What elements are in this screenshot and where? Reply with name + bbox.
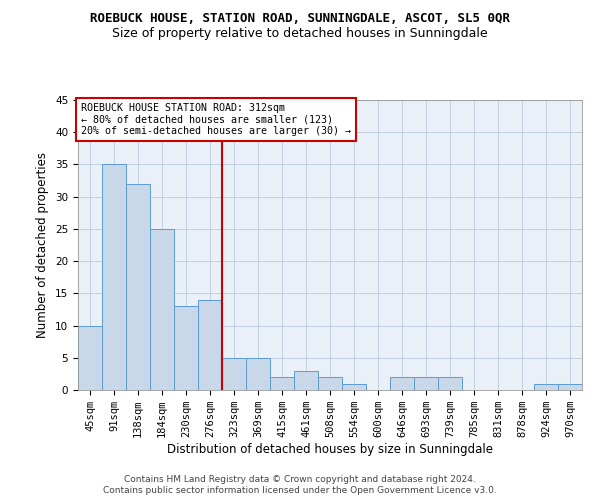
- Text: ROEBUCK HOUSE STATION ROAD: 312sqm
← 80% of detached houses are smaller (123)
20: ROEBUCK HOUSE STATION ROAD: 312sqm ← 80%…: [80, 103, 350, 136]
- Bar: [126, 184, 150, 390]
- Bar: [318, 377, 342, 390]
- Bar: [198, 300, 222, 390]
- X-axis label: Distribution of detached houses by size in Sunningdale: Distribution of detached houses by size …: [167, 443, 493, 456]
- Bar: [78, 326, 102, 390]
- Bar: [390, 377, 414, 390]
- Bar: [294, 370, 318, 390]
- Bar: [270, 377, 294, 390]
- Bar: [174, 306, 198, 390]
- Text: Contains HM Land Registry data © Crown copyright and database right 2024.: Contains HM Land Registry data © Crown c…: [124, 475, 476, 484]
- Bar: [414, 377, 438, 390]
- Text: ROEBUCK HOUSE, STATION ROAD, SUNNINGDALE, ASCOT, SL5 0QR: ROEBUCK HOUSE, STATION ROAD, SUNNINGDALE…: [90, 12, 510, 26]
- Bar: [246, 358, 270, 390]
- Text: Contains public sector information licensed under the Open Government Licence v3: Contains public sector information licen…: [103, 486, 497, 495]
- Bar: [438, 377, 462, 390]
- Y-axis label: Number of detached properties: Number of detached properties: [37, 152, 49, 338]
- Bar: [342, 384, 366, 390]
- Bar: [102, 164, 126, 390]
- Bar: [558, 384, 582, 390]
- Bar: [222, 358, 246, 390]
- Bar: [534, 384, 558, 390]
- Text: Size of property relative to detached houses in Sunningdale: Size of property relative to detached ho…: [112, 28, 488, 40]
- Bar: [150, 229, 174, 390]
